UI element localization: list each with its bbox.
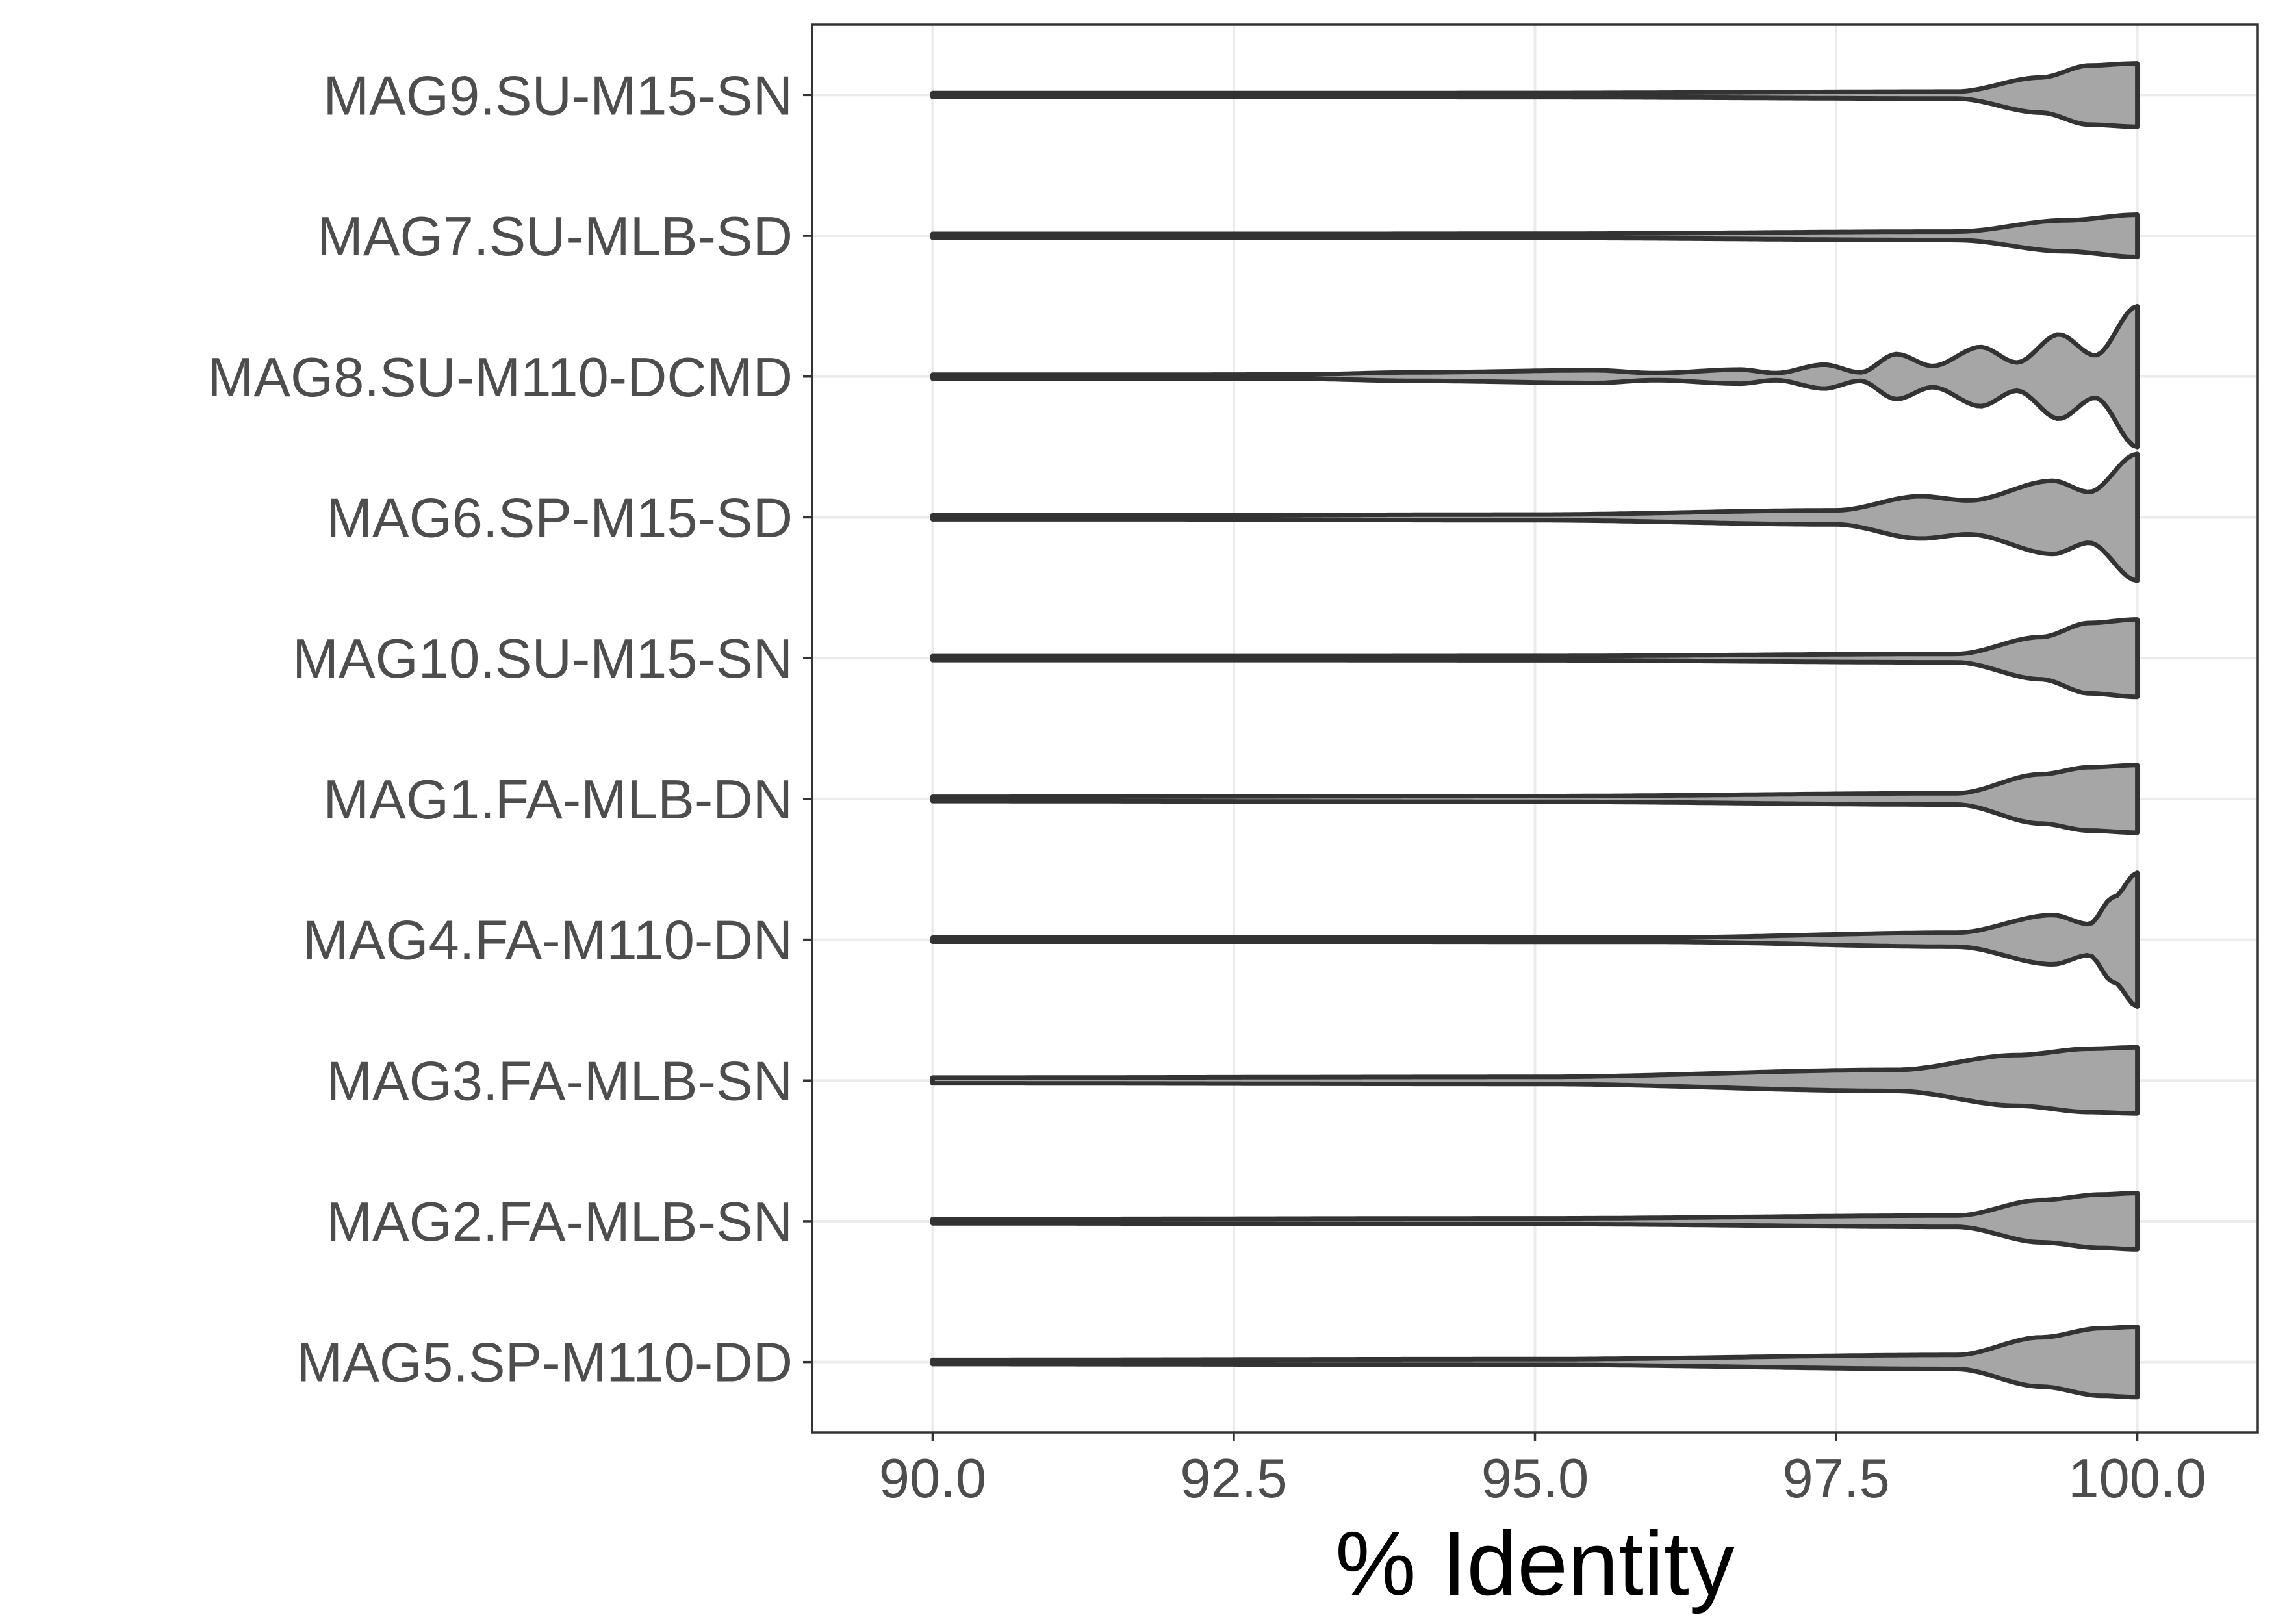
- x-tick-label: 92.5: [1180, 1448, 1287, 1510]
- y-tick-label: MAG4.FA-M110-DN: [303, 910, 793, 972]
- violin-MAG2.FA-MLB-SN: [930, 1191, 2140, 1252]
- violin-MAG5.SP-M110-DD: [930, 1325, 2140, 1400]
- violin-MAG8.SU-M110-DCMD: [930, 303, 2140, 450]
- y-tick-label: MAG5.SP-M110-DD: [296, 1332, 793, 1394]
- y-tick-label: MAG1.FA-MLB-DN: [323, 769, 793, 831]
- x-axis-title: % Identity: [1335, 1512, 1735, 1614]
- y-tick-label: MAG8.SU-M110-DCMD: [208, 347, 793, 409]
- y-tick-label: MAG7.SU-MLB-SD: [317, 206, 793, 268]
- y-tick-label: MAG6.SP-M15-SD: [326, 487, 793, 549]
- y-tick-label: MAG2.FA-MLB-SN: [326, 1191, 793, 1253]
- x-tick-label: 90.0: [879, 1448, 986, 1510]
- x-tick-label: 100.0: [2068, 1448, 2206, 1510]
- y-axis: MAG9.SU-M15-SN MAG7.SU-MLB-SD MAG8.SU-M110…: [208, 65, 812, 1394]
- violin-MAG1.FA-MLB-DN: [930, 763, 2140, 835]
- x-axis: 90.0 92.5 95.0 97.5 100.0: [879, 1432, 2206, 1510]
- violin-MAG3.FA-MLB-SN: [930, 1045, 2140, 1116]
- x-tick-label: 95.0: [1481, 1448, 1589, 1510]
- violin-MAG4.FA-M110-DN: [930, 870, 2140, 1009]
- x-tick-label: 97.5: [1782, 1448, 1889, 1510]
- violin-series: [930, 61, 2140, 1400]
- y-tick-label: MAG10.SU-M15-SN: [292, 628, 793, 690]
- violin-MAG10.SU-M15-SN: [930, 617, 2140, 700]
- y-tick-label: MAG9.SU-M15-SN: [323, 65, 793, 127]
- y-tick-label: MAG3.FA-MLB-SN: [326, 1050, 793, 1112]
- violin-MAG9.SU-M15-SN: [930, 61, 2140, 129]
- violin-MAG6.SP-M15-SD: [930, 451, 2140, 583]
- violin-MAG7.SU-MLB-SD: [930, 212, 2140, 260]
